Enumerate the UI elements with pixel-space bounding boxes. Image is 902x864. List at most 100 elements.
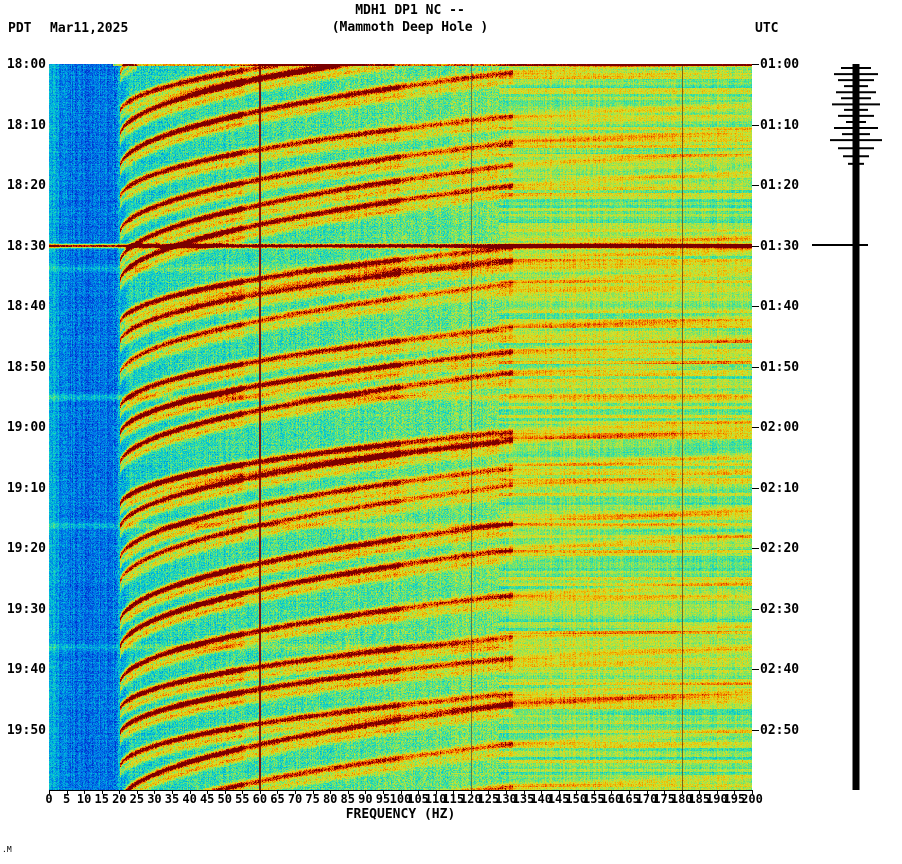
frequency-tick-label: 10 (76, 792, 92, 806)
frequency-tick (541, 790, 543, 794)
frequency-tick-label: 165 (618, 792, 640, 806)
frequency-tick (119, 790, 121, 794)
frequency-tick-label: 70 (287, 792, 303, 806)
frequency-tick-label: 200 (741, 792, 763, 806)
left-time-label: 18:30 (6, 238, 46, 254)
frequency-tick (66, 790, 68, 794)
frequency-tick (84, 790, 86, 794)
left-time-label: 19:30 (6, 601, 46, 617)
frequency-tick-label: 15 (94, 792, 109, 806)
frequency-tick-label: 5 (62, 792, 71, 806)
right-time-tick (752, 64, 759, 65)
frequency-tick (242, 790, 244, 794)
frequency-tick-label: 180 (670, 792, 693, 806)
timezone-left-label: PDT (8, 21, 32, 36)
right-time-tick (752, 306, 759, 307)
frequency-tick (470, 790, 472, 794)
frequency-tick-label: 55 (235, 792, 250, 806)
frequency-tick (101, 790, 103, 794)
amplitude-bar-line (852, 64, 860, 790)
frequency-tick-label: 170 (635, 792, 658, 806)
right-time-label: 01:50 (760, 359, 800, 375)
frequency-tick-label: 80 (322, 792, 338, 806)
frequency-tick-label: 175 (653, 792, 675, 806)
frequency-tick-label: 105 (407, 792, 429, 806)
frequency-tick (558, 790, 560, 794)
right-time-label: 02:10 (760, 480, 800, 496)
frequency-tick-label: 195 (723, 792, 746, 806)
frequency-tick-label: 115 (442, 792, 465, 806)
right-time-tick (752, 245, 759, 247)
frequency-tick-label: 65 (270, 792, 285, 806)
right-time-label: 01:40 (760, 299, 800, 314)
frequency-tick-label: 120 (459, 792, 482, 806)
left-time-label: 19:20 (6, 541, 46, 556)
frequency-tick-label: 20 (112, 792, 127, 806)
frequency-tick-label: 60 (252, 792, 268, 806)
frequency-tick (628, 790, 630, 794)
frequency-tick (49, 790, 50, 794)
left-time-label: 18:50 (6, 359, 46, 375)
frequency-tick-label: 135 (512, 792, 535, 806)
corner-mark: .M (2, 845, 12, 854)
frequency-tick-label: 85 (340, 792, 355, 806)
right-time-tick (752, 669, 759, 670)
station-subtitle: (Mammoth Deep Hole ) (331, 20, 489, 35)
frequency-tick (681, 790, 683, 794)
frequency-tick (593, 790, 595, 794)
frequency-tick (312, 790, 314, 794)
right-time-label: 01:10 (760, 117, 800, 133)
right-time-tick (752, 124, 759, 126)
left-time-label: 19:40 (6, 662, 46, 677)
station-title: MDH1 DP1 NC -- (355, 3, 465, 18)
frequency-tick-label: 150 (565, 792, 588, 806)
frequency-tick-label: 95 (375, 792, 391, 806)
frequency-tick-label: 100 (389, 792, 412, 806)
right-time-label: 01:30 (760, 238, 800, 254)
frequency-tick (611, 790, 613, 794)
frequency-tick (382, 790, 384, 794)
left-time-label: 18:00 (6, 57, 46, 72)
date-label: Mar11,2025 (50, 21, 129, 36)
frequency-tick-label: 35 (164, 792, 180, 806)
frequency-tick (277, 790, 279, 794)
frequency-tick (259, 790, 261, 794)
frequency-tick-label: 30 (147, 792, 162, 806)
frequency-tick (347, 790, 349, 794)
frequency-tick (154, 790, 156, 794)
frequency-tick (488, 790, 490, 794)
right-time-tick (752, 608, 759, 610)
frequency-tick-label: 160 (600, 792, 623, 806)
frequency-tick (418, 790, 420, 794)
frequency-tick-label: 50 (217, 792, 232, 806)
frequency-tick-label: 110 (424, 792, 447, 806)
right-time-label: 02:30 (760, 601, 800, 617)
frequency-tick (716, 790, 718, 794)
frequency-tick-label: 130 (495, 792, 517, 806)
frequency-tick (136, 790, 138, 794)
frequency-tick (189, 790, 191, 794)
amplitude-trace-bar (812, 64, 882, 790)
frequency-tick (172, 790, 174, 794)
frequency-tick (699, 790, 701, 794)
frequency-tick (435, 790, 437, 794)
right-time-tick (752, 427, 759, 428)
left-time-label: 19:00 (6, 420, 46, 435)
right-time-label: 02:20 (760, 541, 800, 556)
frequency-tick (664, 790, 666, 794)
frequency-tick-label: 90 (358, 792, 373, 806)
frequency-tick-label: 45 (199, 792, 215, 806)
frequency-tick (224, 790, 226, 794)
frequency-tick (453, 790, 455, 794)
frequency-tick (295, 790, 297, 794)
frequency-tick (523, 790, 525, 794)
right-time-tick (752, 185, 759, 186)
left-time-label: 19:50 (6, 722, 46, 738)
frequency-tick-label: 145 (547, 792, 570, 806)
frequency-tick (207, 790, 209, 794)
frequency-tick (752, 790, 753, 794)
right-time-tick (752, 548, 759, 549)
left-time-label: 18:10 (6, 117, 46, 133)
right-time-tick (752, 729, 759, 731)
